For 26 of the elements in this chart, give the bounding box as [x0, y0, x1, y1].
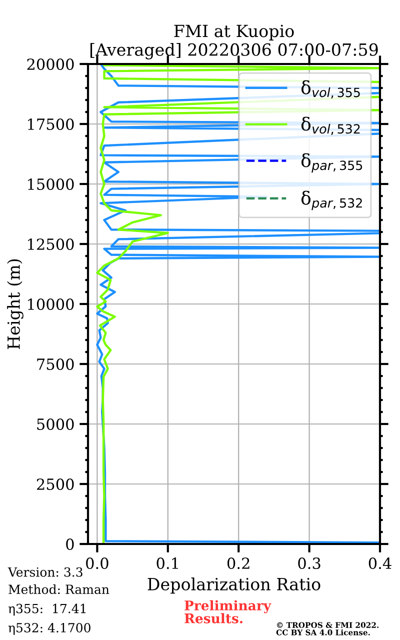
- y-tick-label: 7500: [37, 358, 74, 370]
- y-tick-label: 12500: [28, 238, 74, 250]
- y-tick-label: 2500: [36, 478, 74, 490]
- x-tick-label: 0.0: [86, 557, 108, 570]
- y-tick-label: 10000: [28, 298, 74, 310]
- text: η532: 4.1700: [8, 623, 90, 635]
- y-tick-label: 20000: [27, 58, 74, 70]
- x-axis-title: Depolarization Ratio: [148, 578, 320, 594]
- y-tick-label: 5000: [37, 418, 74, 430]
- x-tick-label: 0.2: [227, 557, 250, 570]
- legend-label: δ$_{vol,532}$: [301, 116, 360, 135]
- text: Method: Raman: [8, 584, 110, 594]
- legend-label: δ$_{vol,355}$: [301, 80, 360, 98]
- x-tick-label: 0.3: [298, 557, 320, 570]
- text: η355: 17.41: [8, 604, 86, 616]
- text: Version: 3.3: [8, 567, 82, 577]
- x-tick-label: 0.4: [368, 557, 392, 570]
- y-axis-title: Height (m): [7, 259, 24, 350]
- y-tick-label: 0: [66, 538, 74, 550]
- y-tick-label: 17500: [28, 118, 74, 130]
- x-tick-label: 0.1: [156, 557, 178, 570]
- y-tick-label: 15000: [28, 178, 74, 190]
- chart-title: FMI at Kuopio [Averaged] 20220306 07:00-07:59: [90, 24, 378, 60]
- text: Preliminary Results.: [184, 600, 272, 624]
- legend-label: δ$_{par,355}$: [301, 153, 362, 173]
- legend-label: δ$_{par,532}$: [301, 190, 362, 210]
